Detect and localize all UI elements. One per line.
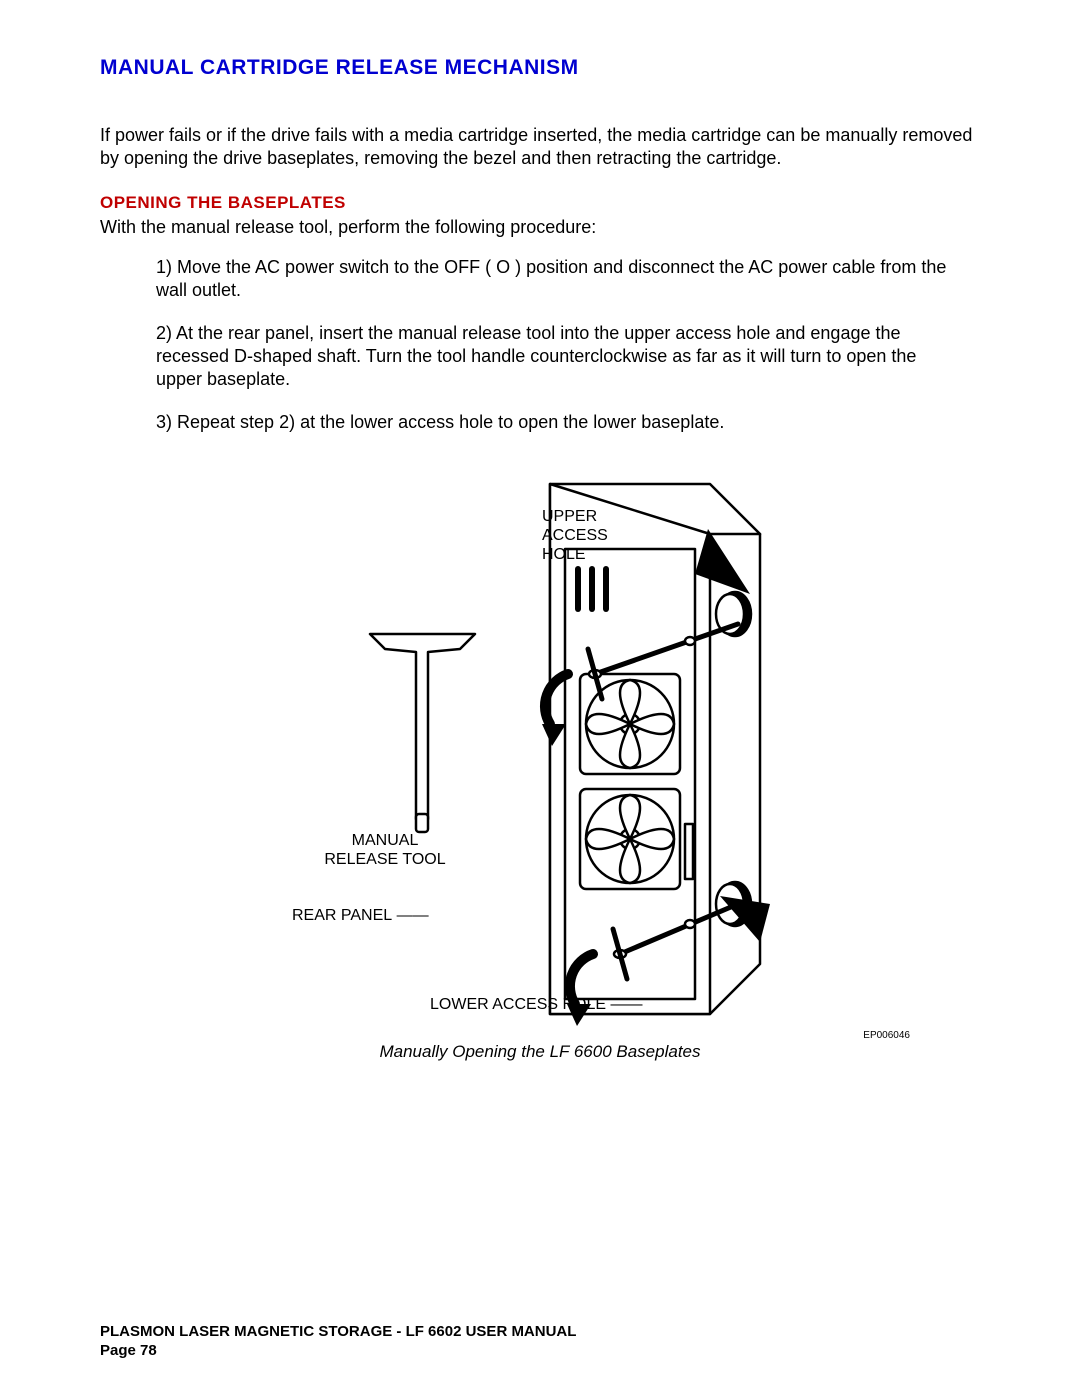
step-1: 1) Move the AC power switch to the OFF (… bbox=[156, 256, 950, 302]
figure-diagram: UPPER ACCESS HOLE MANUAL RELEASE TOOL RE… bbox=[100, 474, 980, 1074]
intro-paragraph: If power fails or if the drive fails wit… bbox=[100, 124, 980, 169]
section-subhead: OPENING THE BASEPLATES bbox=[100, 193, 980, 213]
step-3: 3) Repeat step 2) at the lower access ho… bbox=[156, 411, 950, 434]
label-lower-access-hole: LOWER ACCESS HOLE —— bbox=[430, 996, 643, 1015]
label-rear-panel: REAR PANEL —— bbox=[292, 907, 429, 926]
step-2: 2) At the rear panel, insert the manual … bbox=[156, 322, 950, 391]
diagram-svg bbox=[190, 474, 890, 1034]
label-manual-release-tool: MANUAL RELEASE TOOL bbox=[320, 832, 450, 870]
page-footer: PLASMON LASER MAGNETIC STORAGE - LF 6602… bbox=[100, 1323, 576, 1359]
footer-title: PLASMON LASER MAGNETIC STORAGE - LF 6602… bbox=[100, 1323, 576, 1340]
section-lead: With the manual release tool, perform th… bbox=[100, 217, 980, 238]
footer-page: Page 78 bbox=[100, 1342, 576, 1359]
page-title: MANUAL CARTRIDGE RELEASE MECHANISM bbox=[100, 56, 980, 80]
document-page: MANUAL CARTRIDGE RELEASE MECHANISM If po… bbox=[0, 0, 1080, 1397]
procedure-steps: 1) Move the AC power switch to the OFF (… bbox=[100, 256, 980, 434]
figure-caption: Manually Opening the LF 6600 Baseplates bbox=[379, 1042, 700, 1061]
label-upper-access-hole: UPPER ACCESS HOLE bbox=[542, 508, 608, 565]
figure-id: EP006046 bbox=[863, 1030, 910, 1041]
